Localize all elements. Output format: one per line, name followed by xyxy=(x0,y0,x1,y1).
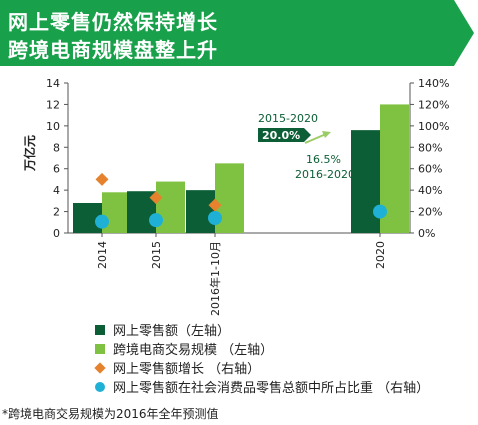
y-tick-label-right: 0% xyxy=(418,227,435,240)
y-tick-label-left: 6 xyxy=(53,163,60,176)
title-line-1: 网上零售仍然保持增长 xyxy=(8,10,218,34)
legend-item-online-retail: 网上零售额（左轴） xyxy=(95,320,429,339)
legend: 网上零售额（左轴） 跨境电商交易规模 （左轴） 网上零售额增长 （右轴） 网上零… xyxy=(94,320,429,396)
y-tick-label-left: 12 xyxy=(46,98,60,111)
x-tick-label: 2020 xyxy=(374,241,387,269)
x-tick-label: 2015 xyxy=(150,241,163,269)
legend-swatch-diamond xyxy=(94,361,106,374)
y-tick-label-left: 4 xyxy=(53,184,60,197)
legend-swatch-dark-green xyxy=(95,324,105,335)
legend-swatch-light-green xyxy=(95,343,105,354)
chart-area: 024681012140%20%40%60%80%100%120%140%万亿元… xyxy=(22,77,449,316)
annotation-box-top xyxy=(258,128,311,142)
annotation-arrowhead-top xyxy=(322,131,331,138)
y-tick-label-right: 140% xyxy=(418,77,449,90)
y-tick-label-left: 14 xyxy=(46,77,60,90)
point-growth-diamond xyxy=(149,191,163,205)
legend-label: 跨境电商交易规模 （左轴） xyxy=(113,343,274,358)
title-banner: 网上零售仍然保持增长 跨境电商规模盘整上升 xyxy=(0,0,478,66)
y-tick-label-left: 0 xyxy=(53,227,60,240)
banner-arrow xyxy=(0,0,474,66)
y-axis-label-left: 万亿元 xyxy=(22,135,37,172)
legend-label: 网上零售额增长 （右轴） xyxy=(113,362,261,377)
y-tick-label-right: 120% xyxy=(418,98,449,111)
legend-item-crossborder: 跨境电商交易规模 （左轴） xyxy=(95,339,429,358)
footnote: *跨境电商交易规模为2016年全年预测值 xyxy=(2,407,219,421)
title-line-2: 跨境电商规模盘整上升 xyxy=(8,38,218,62)
point-growth-diamond xyxy=(208,198,222,212)
y-tick-label-right: 60% xyxy=(418,163,442,176)
annotation-label-top: 20.0% xyxy=(262,129,300,142)
x-tick-label: 2016年1-10月 xyxy=(208,241,222,316)
legend-label: 网上零售额在社会消费品零售总额中所占比重 （右轴） xyxy=(113,381,430,396)
y-tick-label-left: 8 xyxy=(53,141,60,154)
legend-item-share: 网上零售额在社会消费品零售总额中所占比重 （右轴） xyxy=(95,377,429,396)
x-tick-label: 2014 xyxy=(96,241,109,269)
annotation-range-bottom: 2016-2020 xyxy=(295,168,355,181)
point-growth-diamond xyxy=(95,172,109,186)
point-share-circle xyxy=(149,213,163,228)
y-tick-label-right: 20% xyxy=(418,206,442,219)
annotation-arrow-top xyxy=(304,133,327,144)
legend-item-growth: 网上零售额增长 （右轴） xyxy=(94,358,429,377)
y-tick-label-right: 100% xyxy=(418,120,449,133)
annotation-label-mid: 16.5% xyxy=(306,153,341,166)
banner-shape xyxy=(0,0,474,66)
legend-label: 网上零售额（左轴） xyxy=(113,324,231,339)
legend-swatch-circle xyxy=(95,381,105,392)
bar-online-retail xyxy=(351,130,380,233)
point-share-circle xyxy=(95,214,109,229)
point-share-circle xyxy=(208,211,222,225)
point-share-circle xyxy=(373,204,387,219)
y-tick-label-left: 2 xyxy=(53,206,60,219)
y-tick-label-right: 80% xyxy=(418,141,442,154)
bar-online-retail xyxy=(186,190,215,233)
annotation-range-top: 2015-2020 xyxy=(258,112,318,125)
y-tick-label-right: 40% xyxy=(418,184,442,197)
y-tick-label-left: 10 xyxy=(46,120,60,133)
